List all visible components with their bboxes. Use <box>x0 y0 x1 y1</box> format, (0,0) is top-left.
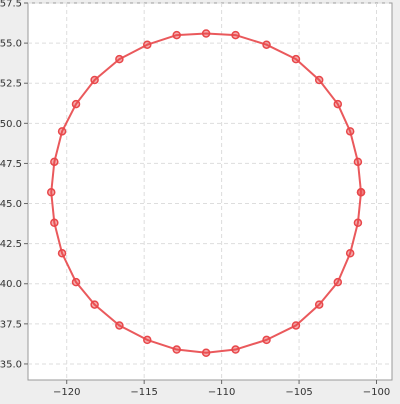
data-point <box>46 188 56 197</box>
y-tick-label: 40.0 <box>0 279 22 290</box>
y-tick-label: 42.5 <box>0 239 22 250</box>
data-point <box>172 345 181 354</box>
data-point <box>90 75 99 85</box>
data-point <box>345 249 355 258</box>
y-tick-label: 35.0 <box>0 359 22 370</box>
data-point <box>143 40 152 49</box>
axis-ticks: −120 −115 −110 −105 −100 35.0 37.5 40.0 42.5 45.0… <box>0 0 390 398</box>
data-point <box>50 157 59 167</box>
data-point <box>262 335 271 345</box>
data-point <box>314 75 324 85</box>
y-tick-label: 47.5 <box>0 159 22 170</box>
data-point <box>172 30 181 40</box>
y-tick-label: 57.5 <box>0 0 22 10</box>
data-point <box>71 99 81 109</box>
data-point <box>314 300 324 309</box>
x-tick-label: −120 <box>53 387 80 398</box>
data-point <box>333 99 343 109</box>
data-point <box>201 29 211 38</box>
data-point <box>201 348 211 357</box>
data-point <box>57 127 67 136</box>
data-point <box>353 218 363 228</box>
data-point <box>71 277 81 287</box>
x-tick-label: −110 <box>208 387 235 398</box>
data-point <box>90 300 99 309</box>
plot-area <box>27 2 393 381</box>
data-point <box>345 127 355 136</box>
data-point <box>291 321 301 330</box>
data-point <box>353 157 363 167</box>
data-point <box>231 30 240 40</box>
data-point <box>356 188 366 197</box>
series-line <box>50 32 363 354</box>
data-point <box>115 54 124 64</box>
x-tick-label: −115 <box>130 387 157 398</box>
y-tick-label: 45.0 <box>0 199 22 210</box>
data-point <box>333 277 343 287</box>
data-point <box>262 40 271 49</box>
y-tick-label: 37.5 <box>0 319 22 330</box>
data-point <box>50 218 59 228</box>
data-point <box>143 335 152 345</box>
y-tick-label: 52.5 <box>0 79 22 90</box>
y-tick-label: 50.0 <box>0 119 22 130</box>
data-point <box>231 345 240 354</box>
data-point <box>115 321 124 330</box>
series <box>46 29 366 357</box>
data-point <box>291 54 301 64</box>
data-point <box>57 249 67 258</box>
x-tick-label: −105 <box>285 387 312 398</box>
x-tick-label: −100 <box>363 387 390 398</box>
y-tick-label: 55.0 <box>0 39 22 50</box>
grid <box>28 2 392 380</box>
